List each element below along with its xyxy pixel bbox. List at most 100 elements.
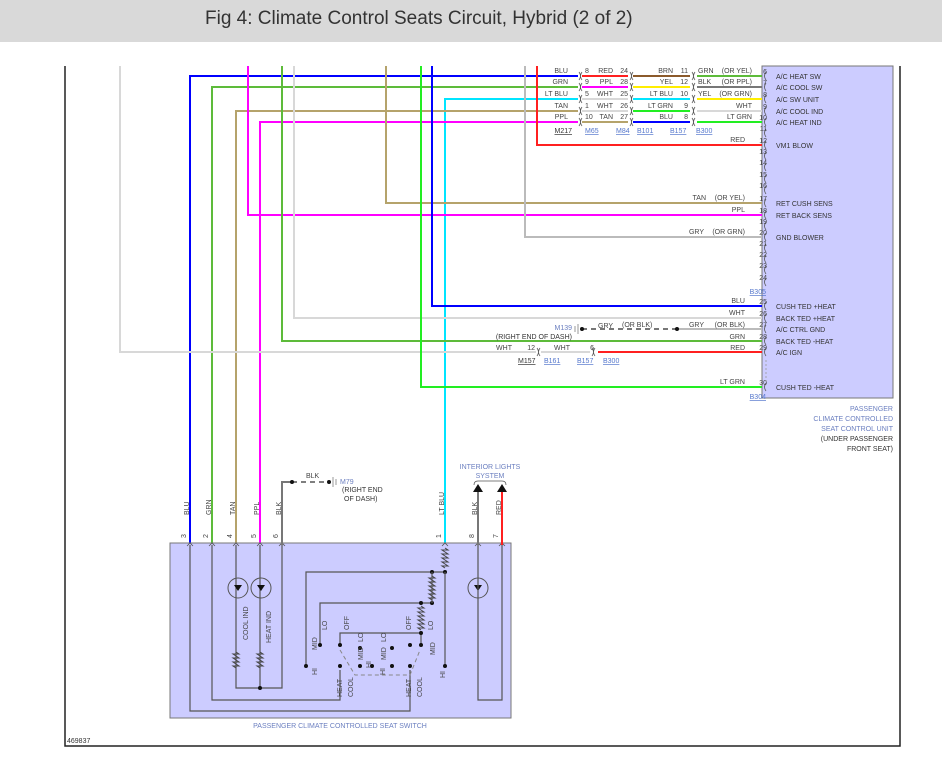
inline-connector-icon [578, 82, 583, 92]
switch-position-label: LO [381, 632, 388, 642]
switch-pin-number: 2 [203, 534, 210, 538]
label: (OR GRN) [719, 91, 752, 98]
pin-function: RET BACK SENS [776, 213, 832, 220]
switch-pin-number: 3 [181, 534, 188, 538]
mode-label: HEAT [406, 678, 413, 697]
junction-dot [370, 664, 374, 668]
label: TAN [600, 114, 613, 121]
label: WHT [736, 103, 753, 110]
pin-number: 18 [759, 208, 767, 215]
connector-terminal-icon [764, 117, 767, 127]
label: WHT [496, 345, 513, 352]
label: RED [598, 68, 613, 75]
switch-pin-number: 8 [469, 534, 476, 538]
label: BLU [731, 298, 745, 305]
wire-tan [235, 110, 578, 545]
connector-id: B300 [603, 358, 619, 365]
wire-blk-ground [281, 481, 292, 545]
pin-number: 20 [759, 230, 767, 237]
connector-terminal-icon [764, 336, 767, 346]
bracket [473, 480, 507, 486]
switch-pin-number: 4 [227, 534, 234, 538]
label: INTERIOR LIGHTS [460, 464, 521, 471]
switch-internal [211, 545, 341, 701]
pin-number: 6 [763, 69, 767, 76]
label: 24 [620, 68, 628, 75]
switch-position-label: HI [380, 668, 387, 675]
label: 26 [620, 103, 628, 110]
switch-position-label: LO [358, 632, 365, 642]
label: GRN [698, 68, 714, 75]
label: WHT [597, 91, 614, 98]
inline-connector-icon [578, 117, 583, 127]
pin-function: BACK TED -HEAT [776, 339, 834, 346]
label: YEL [698, 91, 711, 98]
label: OF DASH) [344, 496, 377, 503]
connector-terminal-icon [764, 162, 767, 172]
pin-number: 29 [759, 345, 767, 352]
pin-number: 26 [759, 311, 767, 318]
junction-dot [390, 646, 394, 650]
switch-wire-color: BLU [184, 501, 191, 515]
inline-connector-icon [578, 106, 583, 116]
label: 9 [684, 103, 688, 110]
connector-id: B157 [670, 128, 686, 135]
label: TAN [555, 103, 568, 110]
connector-id: M65 [585, 128, 599, 135]
resistor-icon [416, 605, 426, 631]
connector-terminal-icon [764, 254, 767, 264]
inline-connector-icon [691, 82, 696, 92]
label: BLK [306, 473, 320, 480]
connector-terminal-icon [764, 347, 767, 357]
pin-function: A/C CTRL GND [776, 327, 825, 334]
connector-terminal-icon [764, 82, 767, 92]
switch-terminal-icon [441, 542, 449, 547]
mode-label: HEAT [337, 678, 344, 697]
header-bar: Fig 4: Climate Control Seats Circuit, Hy… [0, 0, 942, 42]
switch-internal [339, 632, 422, 645]
junction-dot [358, 664, 362, 668]
wire-grn [211, 86, 578, 545]
connector-b305: B305 [750, 289, 766, 296]
switch-position-label: MID [430, 642, 437, 655]
pin-function: A/C SW UNIT [776, 97, 820, 104]
inline-connector-icon [629, 82, 634, 92]
junction-dot [419, 643, 423, 647]
unit-location: FRONT SEAT) [847, 446, 893, 453]
connector-terminal-icon [764, 232, 767, 242]
resistor-icon [440, 547, 450, 569]
junction-dot [258, 686, 262, 690]
pin-number: 27 [759, 322, 767, 329]
pin-number: 19 [759, 219, 767, 226]
connector-terminal-icon [764, 198, 767, 208]
connector-terminal-icon [764, 324, 767, 334]
ground-icon [332, 477, 337, 487]
switch-wire-color: LT BLU [439, 492, 446, 515]
pin-number: 16 [759, 183, 767, 190]
switch-internal [477, 545, 503, 701]
label: 25 [620, 91, 628, 98]
connector-terminal-icon [764, 221, 767, 231]
pin-function: A/C HEAT IND [776, 120, 822, 127]
inline-connector-icon [691, 117, 696, 127]
unit-name: SEAT CONTROL UNIT [821, 426, 894, 433]
switch-position-label: MID [381, 647, 388, 660]
pin-number: 22 [759, 252, 767, 259]
pin-function: RET CUSH SENS [776, 201, 833, 208]
connector-terminal-icon [764, 128, 767, 138]
inline-connector-icon [629, 106, 634, 116]
label: GRY [689, 229, 704, 236]
connector-id: B157 [577, 358, 593, 365]
label: BLK [698, 79, 712, 86]
label: 5 [585, 91, 589, 98]
led-icon [227, 577, 249, 599]
led-icon [234, 585, 242, 591]
label: BRN [658, 68, 673, 75]
wire-lt-blu [444, 98, 578, 545]
label: (OR YEL) [715, 195, 745, 202]
wire-blu-cush-heat [431, 66, 762, 307]
pin-number: 23 [759, 263, 767, 270]
label: (OR PPL) [722, 79, 752, 86]
connector-terminal-icon [764, 382, 767, 392]
connector-id: M157 [518, 358, 536, 365]
